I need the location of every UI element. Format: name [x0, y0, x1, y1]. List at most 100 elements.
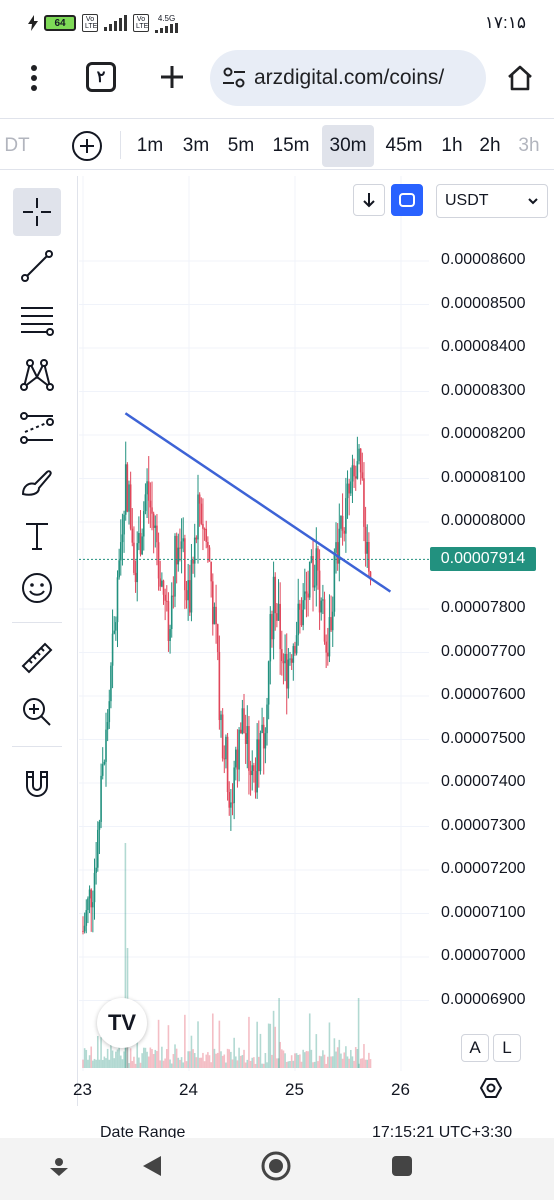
fib-retracement-tool[interactable] [13, 296, 61, 344]
volume-bar [269, 1023, 272, 1068]
candle-body [128, 484, 130, 512]
price-chart[interactable] [79, 176, 554, 1106]
volume-bar [297, 1054, 300, 1068]
tab-1m[interactable]: 1m [136, 135, 164, 156]
candle-body [161, 580, 163, 587]
text-tool[interactable] [13, 512, 61, 560]
trend-line[interactable] [124, 412, 392, 593]
candle-body [85, 910, 88, 926]
candle-body [133, 542, 135, 573]
candle-body [100, 775, 102, 822]
volume-bar [361, 1058, 364, 1068]
crosshair-tool[interactable] [13, 188, 61, 236]
tab-5m[interactable]: 5m [227, 135, 255, 156]
tabs-button[interactable]: ۲ [86, 62, 116, 92]
volume-bar [133, 1056, 135, 1068]
candle-body [358, 448, 360, 462]
price-tick-label: 0.00007500 [441, 729, 526, 747]
currency-value: USDT [445, 192, 489, 209]
candle-body [113, 630, 116, 634]
volte-badge-1: Vo LTE [82, 14, 98, 32]
price-tick-label: 0.00007300 [441, 816, 526, 834]
menu-button[interactable] [18, 60, 50, 96]
candle-body [156, 525, 158, 543]
volume-bar [278, 998, 280, 1068]
assistant-button[interactable] [46, 1154, 72, 1180]
volume-bar [100, 1037, 102, 1068]
forecast-icon [20, 412, 54, 444]
auto-scale-button[interactable]: A [461, 1034, 489, 1062]
tradingview-logo[interactable]: TV [97, 998, 147, 1048]
trend-line-tool[interactable] [13, 242, 61, 290]
symbol-label[interactable]: DT [4, 135, 30, 156]
price-tick-label: 0.00007800 [441, 599, 526, 616]
volume-bar [318, 1055, 321, 1068]
currency-select[interactable]: USDT [436, 184, 548, 218]
candle-body [213, 606, 216, 625]
volume-bar [230, 1051, 232, 1068]
volume-bar [243, 1049, 245, 1068]
recents-button[interactable] [388, 1152, 416, 1180]
scroll-to-latest-button[interactable] [353, 184, 385, 216]
candle-body [87, 898, 89, 911]
home-nav-button[interactable] [260, 1150, 292, 1182]
price-tick-label: 0.00008000 [441, 512, 526, 529]
volume-bar [124, 843, 127, 1068]
forecast-tool[interactable] [13, 404, 61, 452]
log-scale-button[interactable]: L [493, 1034, 521, 1062]
candle-body [369, 571, 372, 580]
candle-body [340, 515, 342, 529]
candle-body [138, 533, 140, 544]
volume-bar [198, 1057, 201, 1068]
volume-bar [90, 1046, 93, 1068]
candle-body [121, 534, 124, 543]
fullscreen-button[interactable] [391, 184, 423, 216]
brush-tool[interactable] [13, 458, 61, 506]
volume-bar [185, 1061, 188, 1068]
tab-45m[interactable]: 45m [385, 135, 423, 156]
measure-tool[interactable] [13, 634, 61, 682]
volume-bar [358, 1063, 360, 1068]
pattern-tool[interactable] [13, 350, 61, 398]
volume-bar [118, 1046, 120, 1068]
volume-bar [200, 1057, 203, 1068]
chart-area[interactable]: USDT 0.00008600 0.00008500 0.00008400 0.000… [73, 176, 554, 1106]
emoji-tool[interactable] [13, 564, 61, 612]
tab-30m[interactable]: 30m [322, 125, 374, 167]
price-tick-label: 0.00006900 [441, 990, 526, 1008]
volume-bar [368, 1052, 370, 1068]
volume-bar [175, 1048, 178, 1068]
home-button[interactable] [504, 62, 536, 94]
magnet-tool[interactable] [13, 760, 61, 808]
candle-body [147, 481, 150, 501]
price-tick-label: 0.00007600 [441, 686, 526, 703]
chart-settings-button[interactable] [479, 1076, 503, 1100]
compare-symbol-button[interactable] [72, 131, 102, 161]
volume-bar [364, 1059, 367, 1068]
candle-body [277, 603, 280, 621]
volume-bar [287, 1061, 290, 1068]
tab-15m[interactable]: 15m [272, 135, 310, 156]
volume-bar [307, 1051, 309, 1068]
tab-3m[interactable]: 3m [182, 135, 210, 156]
tab-2h[interactable]: 2h [479, 135, 501, 156]
candle-body [262, 724, 265, 749]
horizontal-lines-icon [21, 307, 54, 336]
divider [120, 131, 121, 159]
candle-body [205, 528, 208, 542]
candle-body [320, 600, 323, 613]
back-button[interactable] [138, 1152, 166, 1180]
tab-3h[interactable]: 3h [518, 135, 540, 156]
plus-icon [80, 139, 94, 153]
candle-body [333, 552, 336, 612]
chevron-down-icon [528, 198, 538, 205]
volume-bar [187, 1051, 189, 1068]
address-bar[interactable]: arzdigital.com/coins/ [210, 50, 486, 106]
date-range-button[interactable]: Date Range [100, 1124, 186, 1138]
tab-1h[interactable]: 1h [441, 135, 463, 156]
zoom-tool[interactable] [13, 688, 61, 736]
crosshair-icon [23, 198, 51, 226]
new-tab-button[interactable] [156, 60, 188, 94]
square-icon [392, 1156, 412, 1176]
candle-body [335, 542, 337, 553]
